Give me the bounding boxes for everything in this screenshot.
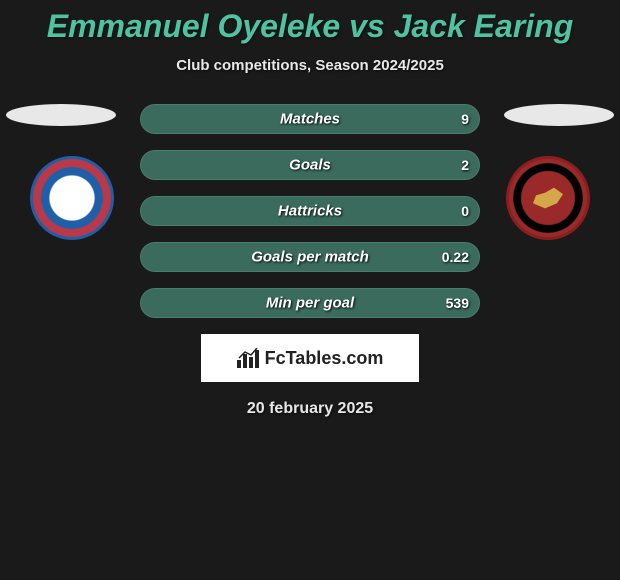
stat-value-right: 539: [446, 295, 469, 311]
stat-value-right: 0: [461, 203, 469, 219]
stat-row: Min per goal 539: [140, 288, 480, 318]
stat-row: Goals per match 0.22: [140, 242, 480, 272]
stat-label: Goals: [289, 157, 331, 174]
stat-row: Hattricks 0: [140, 196, 480, 226]
player-right-photo-slot: [504, 104, 614, 126]
stat-label: Goals per match: [251, 249, 369, 266]
stat-label: Hattricks: [278, 203, 342, 220]
comparison-panel: Matches 9 Goals 2 Hattricks 0 Goals per …: [0, 104, 620, 418]
club-badge-left: [30, 156, 114, 240]
stat-value-right: 9: [461, 111, 469, 127]
stat-label: Matches: [280, 111, 340, 128]
stat-value-right: 2: [461, 157, 469, 173]
stat-label: Min per goal: [266, 295, 354, 312]
chart-bars-icon: [237, 348, 259, 368]
date-label: 20 february 2025: [0, 400, 620, 418]
branding-box: FcTables.com: [201, 334, 419, 382]
subtitle: Club competitions, Season 2024/2025: [0, 57, 620, 74]
page-title: Emmanuel Oyeleke vs Jack Earing: [0, 0, 620, 45]
stat-rows: Matches 9 Goals 2 Hattricks 0 Goals per …: [140, 104, 480, 318]
stat-value-right: 0.22: [442, 249, 469, 265]
stat-row: Matches 9: [140, 104, 480, 134]
player-left-photo-slot: [6, 104, 116, 126]
club-badge-right: [506, 156, 590, 240]
stat-row: Goals 2: [140, 150, 480, 180]
branding-text: FcTables.com: [265, 348, 384, 369]
